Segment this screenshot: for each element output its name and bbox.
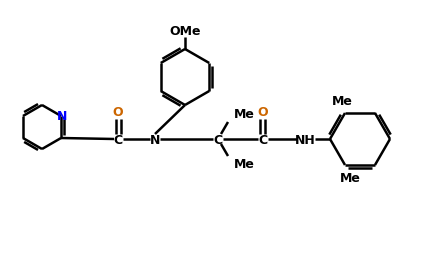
Text: C: C	[214, 133, 222, 146]
Text: N: N	[57, 109, 67, 122]
Text: C: C	[113, 133, 123, 146]
Text: O: O	[258, 105, 268, 118]
Text: O: O	[113, 105, 124, 118]
Text: OMe: OMe	[169, 24, 201, 37]
Text: Me: Me	[340, 172, 360, 185]
Text: N: N	[150, 133, 160, 146]
Text: Me: Me	[332, 94, 352, 107]
Text: C: C	[258, 133, 268, 146]
Text: Me: Me	[233, 108, 255, 121]
Text: Me: Me	[233, 158, 255, 171]
Text: NH: NH	[295, 133, 316, 146]
